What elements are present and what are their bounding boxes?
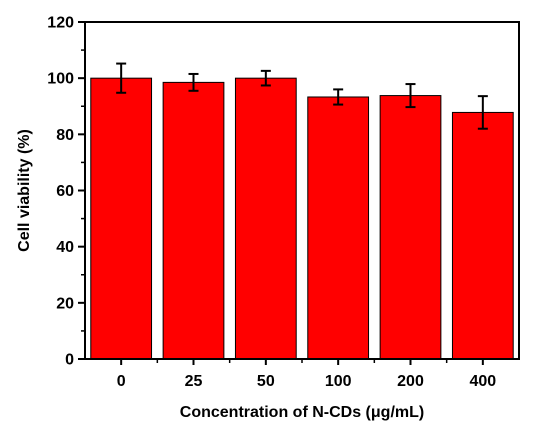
x-tick-label-3: 100 bbox=[325, 373, 352, 390]
x-tick-label-4: 200 bbox=[397, 373, 424, 390]
y-tick-label-4: 80 bbox=[56, 127, 74, 144]
y-tick-label-6: 120 bbox=[47, 15, 74, 32]
bar-1 bbox=[162, 81, 225, 360]
y-axis-title: Cell viability (%) bbox=[16, 129, 33, 252]
error-bar-0 bbox=[116, 62, 127, 94]
x-axis-title: Concentration of N-CDs (μg/mL) bbox=[180, 404, 424, 421]
error-bar-4 bbox=[405, 83, 416, 109]
x-ticks-group: 0 25 50 100 200 400 bbox=[117, 359, 496, 390]
bar-5 bbox=[451, 111, 514, 360]
y-tick-label-0: 0 bbox=[65, 352, 74, 369]
y-tick-label-1: 20 bbox=[56, 295, 74, 312]
bar-2 bbox=[234, 77, 297, 360]
x-tick-label-2: 50 bbox=[257, 373, 275, 390]
x-tick-label-5: 400 bbox=[469, 373, 496, 390]
x-tick-label-0: 0 bbox=[117, 373, 126, 390]
bar-0 bbox=[90, 77, 153, 360]
y-tick-label-2: 40 bbox=[56, 239, 74, 256]
error-bar-5 bbox=[477, 95, 488, 130]
bar-3 bbox=[307, 96, 370, 360]
y-tick-label-5: 100 bbox=[47, 71, 74, 88]
x-tick-label-1: 25 bbox=[185, 373, 203, 390]
bar-4 bbox=[379, 95, 442, 360]
error-bar-2 bbox=[260, 69, 271, 87]
error-bar-3 bbox=[333, 88, 344, 106]
bars-group bbox=[90, 77, 514, 360]
error-bars-group bbox=[116, 62, 488, 130]
y-tick-label-3: 60 bbox=[56, 183, 74, 200]
y-ticks-group: 0 20 40 60 80 100 120 bbox=[47, 15, 85, 369]
error-bar-1 bbox=[188, 72, 199, 92]
